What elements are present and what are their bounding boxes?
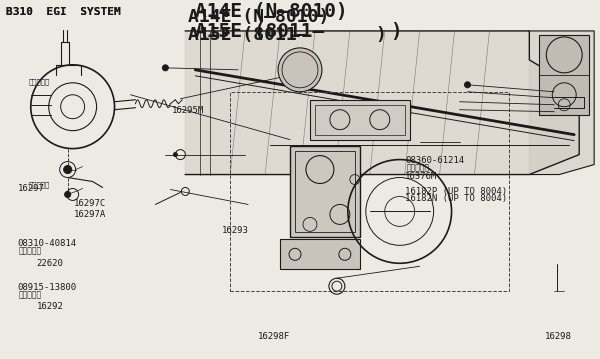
Text: 16182P (UP TO 8004): 16182P (UP TO 8004)	[405, 187, 508, 196]
Circle shape	[278, 48, 322, 92]
Text: A15E (8011—: A15E (8011—	[188, 26, 308, 44]
Text: A14E (N–8010): A14E (N–8010)	[188, 8, 329, 26]
Circle shape	[64, 165, 71, 173]
Text: 16297C: 16297C	[74, 199, 106, 208]
Text: ワッシャー: ワッシャー	[19, 290, 42, 299]
Polygon shape	[185, 31, 579, 174]
Text: 16297: 16297	[17, 184, 44, 193]
Text: 08360-61214: 08360-61214	[405, 156, 464, 165]
Text: A15E (8011—: A15E (8011—	[196, 23, 325, 41]
Bar	[295, 150, 355, 232]
Bar	[315, 105, 404, 135]
Circle shape	[65, 191, 71, 197]
Circle shape	[173, 153, 178, 157]
Text: 16298: 16298	[545, 332, 572, 341]
Text: 16376M: 16376M	[405, 172, 437, 181]
Text: 16295M: 16295M	[172, 106, 203, 115]
Text: B310  EGI  SYSTEM: B310 EGI SYSTEM	[6, 7, 121, 17]
Text: スクリュー: スクリュー	[29, 79, 50, 85]
Text: スクリュー: スクリュー	[19, 246, 42, 255]
Bar	[230, 92, 509, 291]
Text: ): )	[375, 26, 386, 44]
Text: 08915-13800: 08915-13800	[17, 283, 77, 292]
Text: 16297A: 16297A	[74, 210, 106, 219]
Circle shape	[464, 82, 470, 88]
Text: 16292: 16292	[37, 302, 64, 311]
Bar	[539, 35, 589, 115]
Text: ワッシャー: ワッシャー	[29, 181, 50, 188]
Bar	[310, 100, 410, 140]
Text: 22620: 22620	[37, 259, 64, 268]
Polygon shape	[529, 31, 594, 174]
Text: B310  EGI  SYSTEM: B310 EGI SYSTEM	[6, 7, 121, 17]
Bar	[290, 146, 360, 237]
Text: ): )	[390, 23, 401, 41]
Text: 08310-40814: 08310-40814	[17, 239, 77, 248]
Text: 16298F: 16298F	[258, 332, 290, 341]
Text: 16182N (UP TO 8004): 16182N (UP TO 8004)	[405, 195, 508, 204]
Text: スクリュー: スクリュー	[406, 163, 430, 172]
Text: 16293: 16293	[222, 226, 249, 236]
Circle shape	[163, 65, 169, 71]
Bar	[280, 239, 360, 269]
Text: A14E (N–8010): A14E (N–8010)	[196, 3, 348, 22]
